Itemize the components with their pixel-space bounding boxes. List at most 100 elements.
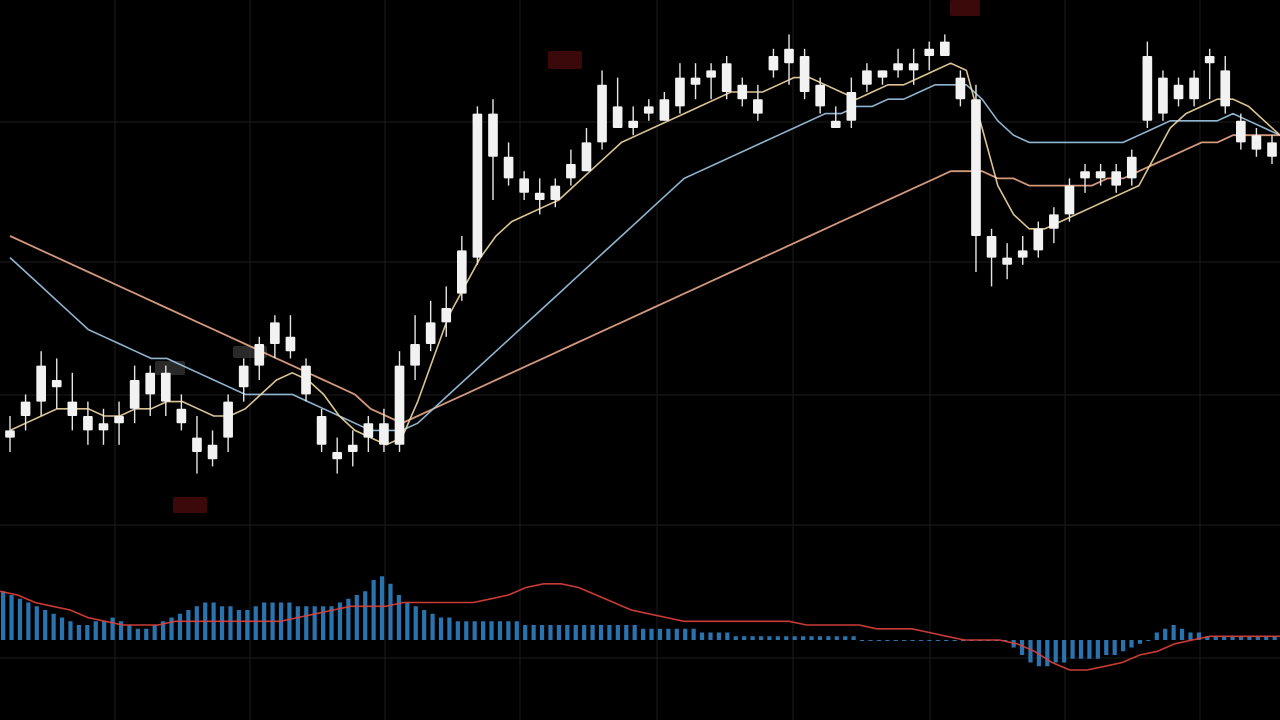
candle-76 [1189,70,1199,107]
candle-body-80 [1251,135,1262,150]
candle-1 [20,394,31,431]
macd-bar-90 [758,636,764,640]
macd-bar-55 [464,621,469,640]
macd-bar-36 [304,606,309,640]
candle-9 [145,365,156,416]
highlight-marker-0 [548,51,582,69]
macd-bar-82 [691,628,696,640]
macd-bar-148 [1247,636,1252,640]
candle-65 [1017,236,1028,265]
macd-bar-58 [489,621,494,640]
candle-body-63 [986,236,997,258]
macd-bar-2 [17,598,23,640]
candle-5 [83,401,93,445]
candle-40 [628,106,639,136]
candle-20 [316,408,327,452]
macd-bar-70 [590,625,595,640]
candle-body-64 [1002,257,1012,265]
candle-body-38 [597,84,607,143]
macd-bar-123 [1036,640,1041,667]
macd-bar-43 [363,591,368,640]
macd-bar-80 [674,628,679,640]
macd-bar-72 [607,625,612,640]
macd-bar-149 [1255,636,1260,640]
macd-bar-53 [447,617,452,640]
candle-67 [1049,207,1059,244]
candle-body-72 [1126,156,1137,179]
macd-bar-88 [742,636,747,640]
candle-56 [877,70,888,85]
candle-body-60 [939,41,950,56]
macd-bar-99 [834,636,839,640]
candle-body-23 [363,423,374,438]
candle-body-6 [98,423,109,431]
macd-signal-line [0,582,1280,671]
candle-19 [301,358,311,402]
macd-bar-10 [85,625,90,640]
macd-bar-41 [346,598,351,640]
macd-bar-19 [161,621,166,640]
macd-bar-103 [868,640,873,641]
macd-bar-89 [750,636,755,640]
macd-bar-105 [885,640,890,641]
macd-bar-65 [548,625,553,640]
macd-bar-23 [194,606,199,640]
candle-27 [425,300,436,352]
macd-bar-67 [565,625,570,640]
candle-body-24 [379,423,389,445]
candle-10 [160,365,171,416]
candle-68 [1064,178,1075,222]
candle-body-19 [301,365,311,395]
macd-bar-63 [531,625,536,640]
macd-bar-139 [1171,625,1176,640]
macd-bar-130 [1095,640,1100,659]
candle-body-2 [36,365,46,402]
macd-bar-3 [26,602,31,640]
macd-bar-8 [68,621,73,640]
macd-bar-135 [1137,640,1143,644]
macd-bar-21 [177,613,183,640]
candle-body-4 [67,401,78,416]
macd-bar-97 [817,636,823,640]
macd-bar-52 [438,617,444,640]
candle-60 [939,34,950,56]
candle-78 [1220,56,1231,114]
macd-bar-150 [1264,636,1269,640]
candle-body-29 [456,250,467,294]
candle-54 [846,77,857,128]
candle-body-56 [877,70,888,78]
macd-bar-108 [910,640,915,641]
candle-body-76 [1189,77,1199,100]
candle-51 [799,48,810,100]
macd-bar-91 [767,636,772,640]
macd-bar-30 [253,606,258,640]
macd-bar-95 [801,636,806,640]
candle-body-21 [332,452,343,460]
macd-bar-68 [573,625,578,640]
candle-body-11 [176,408,187,424]
candle-body-54 [846,92,857,121]
candle-body-77 [1204,56,1215,64]
macd-bar-15 [127,625,132,640]
macd-bar-104 [876,640,881,641]
candle-body-28 [441,308,452,323]
macd-bar-18 [152,625,157,640]
macd-bar-9 [76,625,81,640]
macd-bar-69 [582,625,587,640]
macd-bar-100 [843,636,848,640]
candle-body-55 [862,70,872,85]
macd-bar-125 [1053,640,1058,663]
macd-bar-112 [944,640,949,641]
macd-bar-85 [716,632,721,640]
candle-64 [1002,243,1012,280]
macd-bar-138 [1163,628,1168,640]
macd-bar-7 [59,617,65,640]
macd-bar-61 [514,621,519,640]
candle-body-22 [347,444,358,452]
candle-body-34 [534,192,545,200]
candle-28 [441,286,452,337]
candle-31 [488,99,498,200]
candle-6 [98,408,109,445]
macd-bar-46 [388,583,393,640]
